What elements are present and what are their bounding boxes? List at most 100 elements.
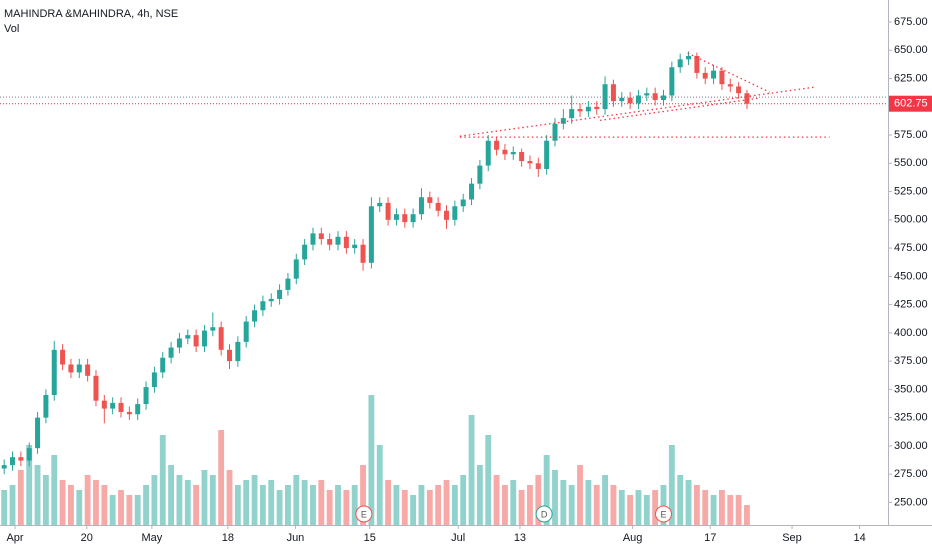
candle-body [652,93,658,101]
candle-body [43,395,49,418]
volume-bar [9,485,16,525]
volume-bar [552,470,558,525]
volume-bar [627,495,634,525]
volume-bar [335,485,341,525]
volume-bar [451,485,458,525]
candle-body [268,298,274,302]
event-marker [355,505,373,523]
candle-body [10,457,16,466]
candle-body [135,404,141,415]
candle-body [210,327,216,331]
volume-bar [51,455,58,525]
volume-bar [134,495,141,525]
volume-bar [176,475,183,525]
volume-bar [26,445,33,525]
y-tick-label: 350.00 [894,383,928,395]
volume-bar [209,475,216,525]
volume-bar [618,490,625,525]
candle-body [368,206,374,263]
candle-body [719,70,725,85]
candle-body [469,183,475,200]
volume-bar [276,490,283,525]
candle-body [160,357,166,373]
volume-bar [677,475,684,525]
volume-bar [318,480,325,525]
candle-body [26,448,32,461]
candle-body [552,123,558,141]
candle-body [677,59,683,68]
candle-body [151,372,157,388]
volume-bar [685,480,692,525]
x-tick-label: 13 [514,532,526,544]
candle-body [485,140,491,166]
candle-body [452,206,458,220]
y-tick-label: 475.00 [894,242,928,254]
trend-line [687,52,770,93]
volume-bar [393,485,400,525]
x-tick-label: 18 [222,532,234,544]
event-marker [535,505,553,523]
volume-bar [693,485,700,525]
candle-body [285,278,291,290]
candle-body [218,327,224,350]
candle-body [627,97,633,104]
x-tick-label: Jun [287,532,305,544]
x-tick-label: 14 [853,532,865,544]
volume-bar [485,435,492,525]
x-tick-label: Apr [6,532,23,544]
candle-body [427,197,433,203]
candle-body [193,335,199,347]
candle-body [227,349,233,362]
y-tick-label: 675.00 [894,16,928,28]
volume-bar [535,475,542,525]
volume-bar [151,475,158,525]
volume-bar [109,495,116,525]
candle-body [635,95,641,104]
candle-body [402,214,408,223]
candle-body [243,321,249,342]
candle-body [669,67,675,96]
candle-body [60,349,66,365]
event-marker [654,505,672,523]
volume-bar [168,465,175,525]
event-label: D [541,509,548,519]
event-label: E [660,509,666,519]
last-price-box [889,95,932,112]
candle-body [727,84,733,87]
volume-bar [560,480,567,525]
event-label: E [361,509,367,519]
volume-bar [251,475,258,525]
volume-bar [435,485,442,525]
candle-body [260,301,266,311]
volume-bar [193,485,200,525]
candle-body [101,400,107,409]
volume-bar [735,495,742,525]
trend-line [459,86,815,137]
volume-bar [42,475,49,525]
candle-body [293,259,299,279]
candle-body [444,210,450,220]
x-tick-label: Sep [782,532,802,544]
candle-body [660,95,666,101]
volume-bar [426,490,433,525]
y-tick-label: 325.00 [894,412,928,424]
candle-body [410,214,416,223]
candle-body [327,239,333,245]
candle-body [594,106,600,110]
candle-body [527,161,533,164]
volume-bar [218,430,225,525]
candle-body [93,375,99,401]
volume-bar [368,395,375,525]
candle-body [68,364,74,373]
volume-bar [460,475,467,525]
volume-bar [360,465,366,525]
y-tick-label: 575.00 [894,129,928,141]
y-tick-label: 250.00 [894,496,928,508]
candle-body [235,341,241,362]
y-tick-label: 525.00 [894,185,928,197]
candle-body [535,163,541,169]
candle-body [619,97,625,102]
volume-bar [668,445,675,525]
x-tick-label: May [142,532,163,544]
candle-body [686,55,692,60]
